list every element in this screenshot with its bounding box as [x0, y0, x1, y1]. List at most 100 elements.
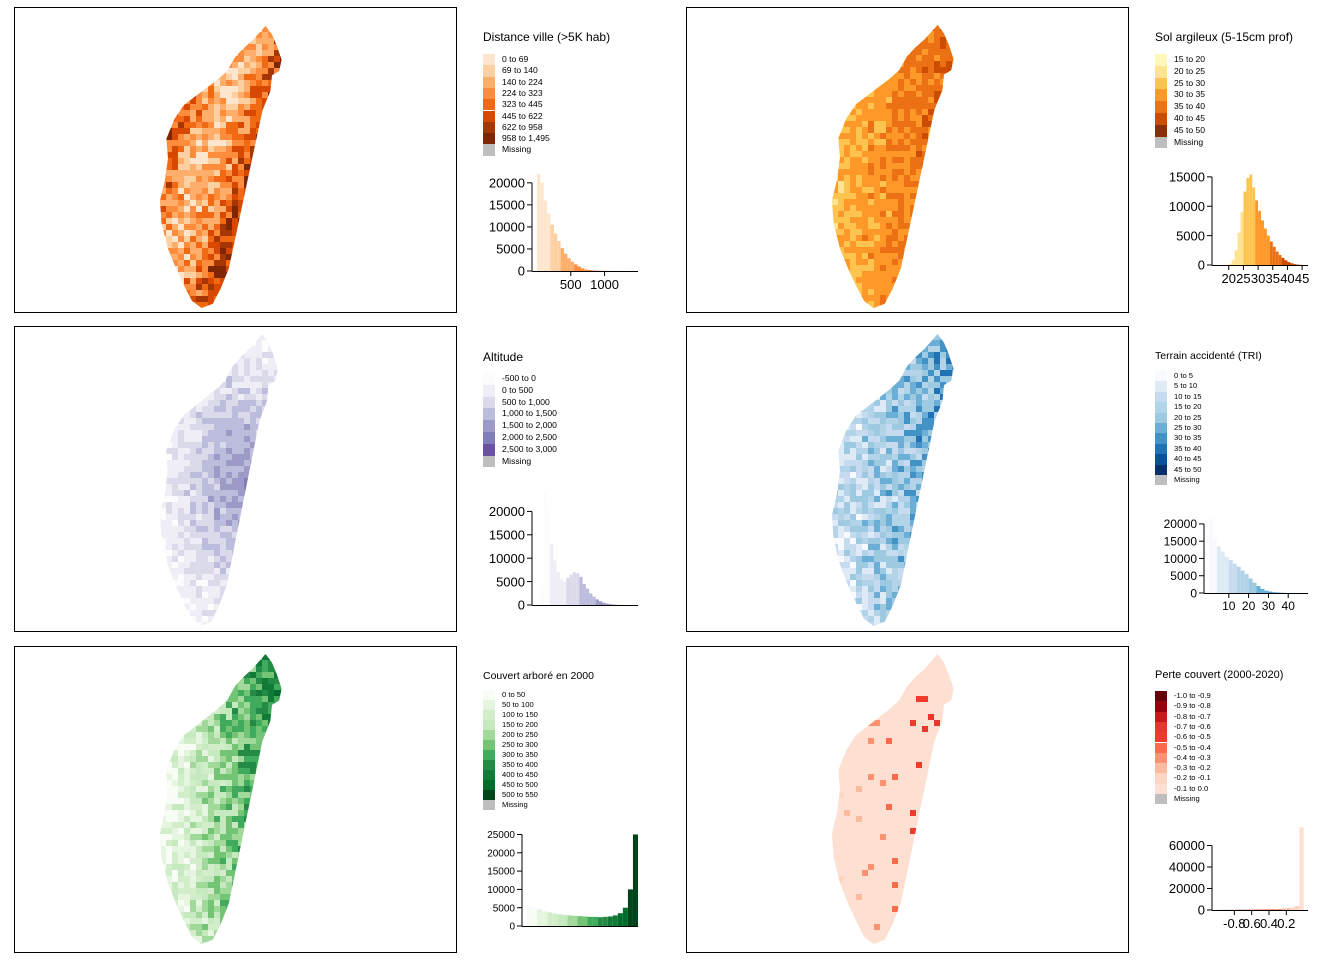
raster-cell — [898, 109, 904, 115]
raster-cell — [940, 163, 946, 169]
raster-cell — [196, 532, 202, 538]
raster-cell — [874, 145, 880, 151]
raster-cell — [196, 490, 202, 496]
raster-cell — [166, 188, 172, 194]
raster-cell — [958, 139, 964, 145]
raster-cell — [280, 38, 282, 44]
raster-cell — [250, 242, 256, 248]
raster-cell — [214, 140, 220, 146]
raster-cell — [868, 259, 874, 265]
raster-cell — [166, 424, 172, 430]
raster-cell — [196, 188, 202, 194]
raster-cell — [844, 229, 850, 235]
raster-cell — [874, 109, 880, 115]
raster-cell — [220, 532, 226, 538]
raster-cell — [850, 388, 856, 394]
raster-cell — [178, 80, 184, 86]
raster-cell — [832, 151, 838, 157]
raster-cell — [844, 277, 850, 283]
raster-cell — [868, 400, 874, 406]
raster-cell — [886, 271, 892, 277]
raster-cell — [952, 187, 954, 193]
raster-cell — [172, 260, 178, 266]
raster-cell — [232, 62, 238, 68]
raster-cell — [844, 49, 850, 55]
raster-cell — [940, 283, 946, 289]
raster-cell — [886, 400, 892, 406]
raster-cell — [880, 43, 886, 49]
raster-cell — [316, 266, 322, 272]
raster-cell — [856, 211, 862, 217]
raster-cell — [868, 37, 874, 43]
raster-cell — [904, 151, 910, 157]
raster-cell — [868, 187, 874, 193]
raster-cell — [928, 346, 934, 352]
raster-cell — [964, 187, 970, 193]
raster-cell — [868, 484, 874, 490]
raster-cell — [934, 508, 940, 514]
raster-cell — [832, 121, 838, 127]
raster-cell — [268, 568, 274, 574]
raster-cell — [286, 236, 292, 242]
raster-cell — [928, 430, 934, 436]
raster-cell — [910, 496, 916, 502]
raster-cell — [262, 176, 268, 182]
raster-cell — [832, 223, 838, 229]
raster-cell — [250, 182, 256, 188]
raster-cell — [886, 358, 892, 364]
raster-cell — [268, 610, 274, 616]
raster-cell — [298, 514, 304, 520]
raster-cell — [208, 472, 214, 478]
raster-cell — [286, 358, 292, 364]
raster-cell — [244, 388, 250, 394]
raster-cell — [928, 85, 934, 91]
raster-cell — [304, 200, 310, 206]
raster-cell — [214, 436, 220, 442]
raster-cell — [916, 223, 922, 229]
raster-cell — [850, 532, 856, 538]
raster-cell — [988, 97, 994, 103]
raster-cell — [958, 388, 964, 394]
raster-cell — [850, 430, 856, 436]
raster-cell — [298, 254, 304, 260]
raster-cell — [268, 140, 274, 146]
raster-cell — [862, 478, 868, 484]
raster-cell — [844, 454, 850, 460]
raster-cell — [898, 31, 904, 37]
raster-cell — [904, 532, 910, 538]
raster-cell — [940, 442, 946, 448]
raster-cell — [946, 526, 952, 532]
raster-cell — [970, 61, 976, 67]
raster-cell — [976, 37, 982, 43]
raster-cell — [250, 610, 256, 616]
raster-cell — [310, 152, 316, 158]
raster-cell — [268, 604, 274, 610]
raster-cell — [220, 206, 226, 212]
raster-cell — [160, 532, 166, 538]
raster-cell — [172, 484, 178, 490]
raster-cell — [976, 454, 982, 460]
raster-cell — [256, 50, 262, 56]
raster-cell — [244, 436, 250, 442]
raster-cell — [892, 388, 898, 394]
raster-cell — [298, 526, 304, 532]
raster-cell — [946, 295, 952, 301]
raster-cell — [310, 122, 316, 128]
raster-cell — [256, 164, 262, 170]
raster-cell — [202, 236, 208, 242]
raster-cell — [922, 478, 928, 484]
raster-cell — [220, 502, 226, 508]
raster-cell — [232, 254, 238, 260]
raster-cell — [232, 122, 238, 128]
raster-cell — [286, 388, 292, 394]
raster-cell — [862, 79, 868, 85]
raster-cell — [244, 164, 250, 170]
raster-cell — [304, 230, 310, 236]
raster-cell — [898, 424, 904, 430]
raster-cell — [988, 181, 994, 187]
raster-cell — [238, 502, 244, 508]
raster-cell — [892, 151, 898, 157]
raster-cell — [238, 176, 244, 182]
raster-cell — [916, 109, 922, 115]
raster-cell — [268, 532, 274, 538]
